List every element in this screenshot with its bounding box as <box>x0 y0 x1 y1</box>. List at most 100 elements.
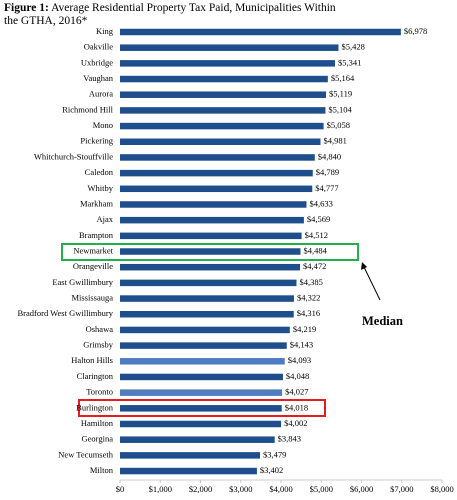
category-label: Richmond Hill <box>62 104 113 114</box>
value-label: $5,428 <box>341 42 364 52</box>
bar <box>120 405 282 412</box>
x-tick-label: $1,000 <box>149 484 172 494</box>
value-label: $4,981 <box>323 136 346 146</box>
bar <box>120 122 324 130</box>
value-label: $3,843 <box>278 434 301 444</box>
value-label: $5,058 <box>327 120 350 130</box>
category-label: Hamilton <box>81 418 114 428</box>
category-label: Newmarket <box>73 245 113 255</box>
bar <box>120 201 307 208</box>
category-label: Orangeville <box>73 261 113 271</box>
bar <box>120 436 275 443</box>
category-label: Oshawa <box>86 324 114 334</box>
median-arrow <box>363 266 381 301</box>
bar <box>120 310 294 318</box>
bar <box>120 75 328 83</box>
category-label: Aurora <box>89 89 113 99</box>
bar <box>120 138 321 146</box>
bar <box>120 295 294 302</box>
value-label: $4,789 <box>316 167 339 177</box>
category-label: Whitchurch-Stouffville <box>34 151 113 161</box>
bar <box>120 467 257 475</box>
bar <box>120 279 297 287</box>
bar <box>120 248 301 255</box>
value-label: $4,840 <box>318 151 341 161</box>
bar <box>120 232 302 240</box>
category-label: Pickering <box>80 136 113 146</box>
category-label: Uxbridge <box>81 57 113 67</box>
bar <box>120 107 326 114</box>
category-label: Markham <box>80 198 113 208</box>
value-label: $4,633 <box>309 198 332 208</box>
title-text: Average Residential Property Tax Paid, M… <box>4 2 336 27</box>
bar <box>120 216 304 224</box>
value-label: $5,104 <box>328 104 352 114</box>
category-label: Toronto <box>86 387 113 397</box>
category-label: Milton <box>90 465 114 475</box>
category-label: Caledon <box>85 167 114 177</box>
bar <box>120 326 290 334</box>
x-tick-label: $5,000 <box>310 484 333 494</box>
value-label: $4,316 <box>297 308 320 318</box>
median-label: Median <box>362 314 403 328</box>
category-label: Bradford West Gwillimbury <box>18 308 114 318</box>
value-label: $4,027 <box>285 387 308 397</box>
bar <box>120 420 282 428</box>
category-label: Mono <box>93 120 113 130</box>
category-label: King <box>96 26 114 36</box>
value-label: $4,484 <box>303 245 327 255</box>
value-label: $4,018 <box>285 402 308 412</box>
x-tick-label: $6,000 <box>350 484 373 494</box>
bar <box>120 342 287 349</box>
value-label: $4,143 <box>290 340 313 350</box>
value-label: $4,512 <box>305 230 328 240</box>
bar <box>120 60 335 67</box>
x-tick-label: $2,000 <box>189 484 212 494</box>
value-label: $5,341 <box>338 57 361 67</box>
bar <box>120 169 313 177</box>
bar <box>120 263 300 271</box>
bar <box>120 452 261 459</box>
bar <box>120 389 283 396</box>
category-label: Ajax <box>96 214 113 224</box>
value-label: $4,219 <box>293 324 316 334</box>
x-tick-label: $7,000 <box>390 484 413 494</box>
chart-title: Figure 1: Average Residential Property T… <box>4 2 349 28</box>
category-label: Halton Hills <box>71 355 113 365</box>
value-label: $4,322 <box>297 293 320 303</box>
category-label: Mississauga <box>71 293 113 303</box>
toronto-highlight-box <box>78 399 326 417</box>
arrow-head <box>361 262 367 270</box>
median-highlight-box <box>61 243 359 261</box>
bar <box>120 154 315 161</box>
category-label: Whitby <box>88 183 114 193</box>
category-label: Clarington <box>77 371 114 381</box>
category-label: Grimsby <box>83 340 114 350</box>
bar <box>120 358 285 365</box>
bar <box>120 91 327 98</box>
category-label: Brampton <box>79 230 114 240</box>
value-label: $4,569 <box>307 214 330 224</box>
figure-label: Figure 1: <box>4 2 49 14</box>
category-label: Burlington <box>76 402 114 412</box>
bar <box>120 185 313 193</box>
x-tick-label: $3,000 <box>229 484 252 494</box>
category-label: Oakville <box>84 42 113 52</box>
value-label: $4,002 <box>284 418 307 428</box>
x-tick-label: $4,000 <box>269 484 292 494</box>
x-tick-label: $0 <box>116 484 125 494</box>
value-label: $5,119 <box>329 89 352 99</box>
category-label: East Gwillimbury <box>52 277 113 287</box>
bar <box>120 28 401 36</box>
category-label: Georgina <box>82 434 114 444</box>
value-label: $4,472 <box>303 261 326 271</box>
value-label: $5,164 <box>331 73 355 83</box>
value-label: $3,402 <box>260 465 283 475</box>
value-label: $4,385 <box>299 277 322 287</box>
value-label: $6,978 <box>404 26 427 36</box>
bar <box>120 44 339 51</box>
category-label: Vaughan <box>83 73 113 83</box>
value-label: $4,093 <box>288 355 311 365</box>
